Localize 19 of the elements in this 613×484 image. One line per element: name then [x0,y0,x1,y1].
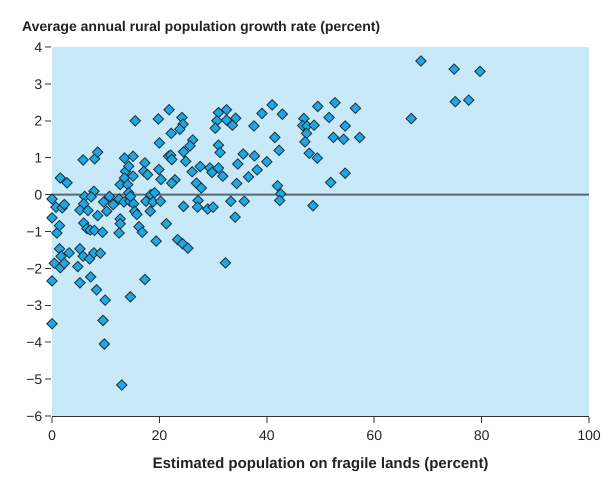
y-tick-label: 4 [34,38,42,55]
x-tick-label: 100 [577,426,601,443]
y-axis-title: Average annual rural population growth rate (percent) [22,18,380,34]
x-tick-label: 60 [366,426,382,443]
y-tick-label: −3 [26,297,42,314]
y-tick-label: 0 [34,186,42,202]
x-tick-label: 80 [474,426,490,443]
y-tick-label: 3 [34,76,42,92]
y-tick-label: −5 [26,371,42,387]
y-tick-label: 2 [34,112,42,129]
x-tick-label: 0 [48,426,56,443]
y-tick-label: −2 [26,260,42,276]
x-tick-label: 40 [259,426,275,443]
x-tick-label: 20 [152,426,168,443]
y-tick-label: −1 [26,223,42,240]
x-axis-title: Estimated population on fragile lands (percent) [152,454,488,472]
y-tick-label: −6 [26,408,42,424]
y-tick-label: −4 [26,334,42,350]
y-tick-label: 1 [34,150,42,166]
